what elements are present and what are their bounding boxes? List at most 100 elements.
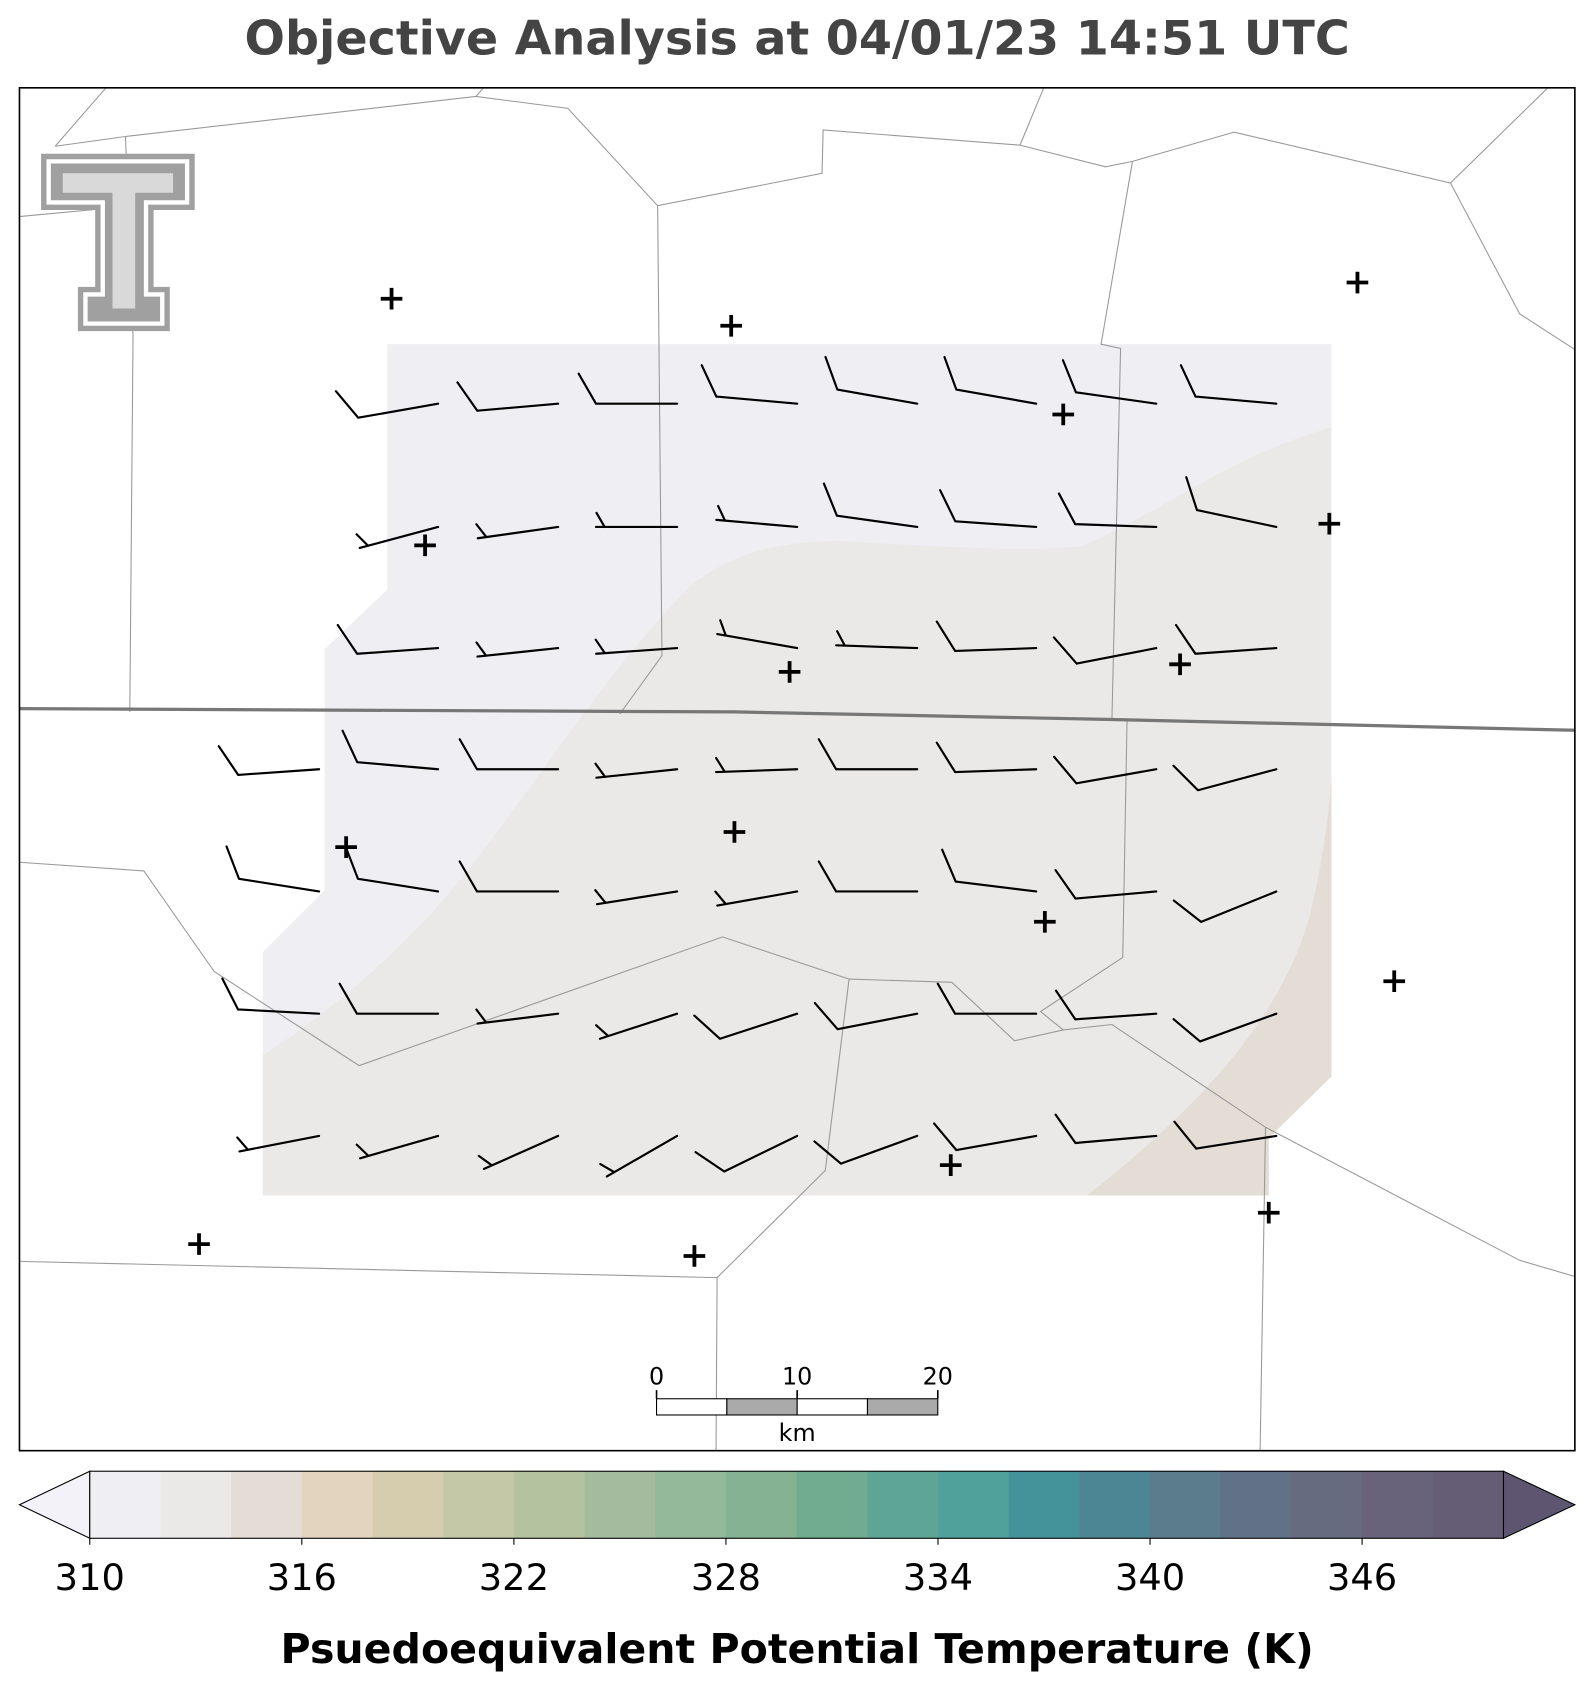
map-frame [18, 87, 1576, 1452]
colorbar-tick-label: 334 [903, 1556, 973, 1599]
station [1034, 910, 1056, 933]
colorbar-bin [1079, 1471, 1151, 1539]
colorbar-bin [1291, 1471, 1363, 1539]
wind-barb [1179, 364, 1278, 405]
wind-barb [344, 845, 440, 893]
wind-barb [941, 848, 1038, 893]
colorbar-bin [725, 1471, 798, 1539]
wind-barb [594, 511, 679, 529]
scale-segment [726, 1398, 798, 1416]
colorbar-tick-label: 340 [1115, 1556, 1185, 1599]
colorbar-bin [1432, 1471, 1505, 1539]
colorbar-bin [301, 1471, 374, 1539]
colorbar-bin [443, 1471, 515, 1539]
wind-barb [932, 1122, 1038, 1152]
colorbar-tick-label: 346 [1327, 1556, 1397, 1599]
colorbar: Psuedoequivalent Potential Temperature (… [18, 1470, 1577, 1673]
colorbar-bin [1008, 1471, 1080, 1539]
station [188, 1233, 210, 1255]
colorbar-bin [372, 1471, 444, 1539]
wind-barb [336, 623, 440, 655]
colorbar-bin [796, 1471, 868, 1539]
wind-barb [458, 860, 560, 893]
colorbar-tick-label: 316 [267, 1556, 337, 1599]
wind-barb [824, 355, 919, 405]
station [1052, 403, 1075, 426]
county-lines [19, 87, 1576, 1451]
colorbar-bin [89, 1471, 162, 1539]
wind-barb [813, 1134, 919, 1165]
wind-barb [577, 372, 679, 405]
wind-barb [935, 620, 1038, 653]
colorbar-bin [1362, 1471, 1434, 1539]
station [1383, 970, 1406, 993]
wind-barb [236, 1134, 321, 1153]
station [1346, 271, 1369, 294]
scale-segment [656, 1398, 728, 1416]
colorbar-over [1502, 1470, 1577, 1540]
wind-barb [1185, 476, 1278, 529]
colorbar-tick-label: 328 [691, 1556, 761, 1599]
colorbar-bin [937, 1471, 1010, 1539]
wind-barb [936, 982, 1038, 1015]
station [939, 1154, 962, 1176]
wind-barb [817, 738, 919, 771]
wind-barb [594, 762, 679, 779]
station [720, 314, 743, 337]
wind-barb [458, 738, 560, 771]
title: Objective Analysis at 04/01/23 14:51 UTC [245, 11, 1350, 66]
county-line [54, 87, 107, 147]
wind-barb [694, 1134, 799, 1173]
wind-barbs [217, 355, 1278, 1178]
county-line [715, 979, 850, 1451]
logo-inner [62, 173, 174, 309]
county-line [19, 861, 1064, 1067]
wind-barb [693, 1012, 799, 1040]
colorbar-label: Psuedoequivalent Potential Temperature (… [281, 1625, 1314, 1673]
wind-barb [700, 364, 799, 405]
scale-segment [866, 1398, 939, 1416]
colorbar-bin [1150, 1471, 1222, 1539]
wind-barb [1174, 623, 1278, 655]
logo-outline [46, 159, 190, 326]
logo [41, 153, 195, 332]
county-line [19, 1260, 718, 1279]
scale-bar: km 0 10 20 [649, 1363, 953, 1447]
county-line [1039, 719, 1576, 1278]
station [1257, 1201, 1280, 1224]
county-line [475, 87, 484, 97]
wind-barb [1173, 1120, 1278, 1150]
scale-tick-label: 20 [923, 1363, 953, 1391]
station [723, 821, 746, 843]
fill-region [1087, 778, 1332, 1196]
colorbar-bin [584, 1471, 656, 1539]
wind-barb [835, 630, 919, 650]
wind-barb [822, 482, 919, 529]
wind-barb [1061, 359, 1158, 405]
scale-segment [796, 1398, 869, 1416]
wind-barb [334, 390, 440, 419]
wind-barb [475, 641, 560, 658]
wind-barb [594, 889, 679, 906]
wind-barb [475, 523, 560, 540]
station [380, 287, 403, 310]
wind-barb [1054, 1113, 1158, 1145]
wind-barb [715, 756, 799, 774]
county-line [619, 205, 663, 715]
county-line [1259, 1127, 1267, 1451]
wind-barb [599, 1134, 679, 1178]
station [683, 1245, 706, 1267]
colorbar-frame [89, 1470, 1505, 1539]
wind-barb [225, 845, 321, 893]
wind-barb [475, 1008, 560, 1025]
wind-barb [338, 982, 440, 1015]
wind-barb [221, 977, 321, 1015]
wind-barb [939, 489, 1038, 529]
wind-barb [1057, 492, 1158, 529]
wind-barb [716, 619, 799, 650]
scale-tick-label: 10 [782, 1363, 812, 1391]
scale-tick-label: 0 [649, 1363, 664, 1391]
wind-barb [1052, 636, 1158, 665]
wind-barb [355, 525, 440, 550]
